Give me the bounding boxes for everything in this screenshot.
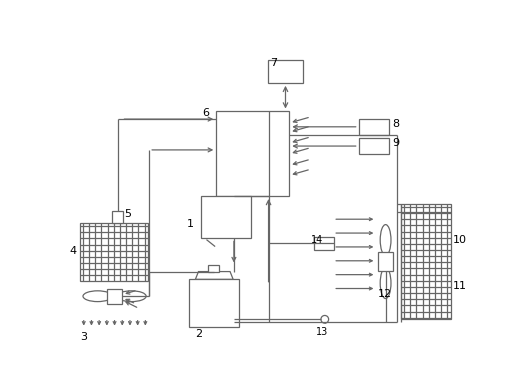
Ellipse shape <box>380 268 391 298</box>
Polygon shape <box>195 272 233 279</box>
Bar <box>358 138 390 154</box>
Bar <box>358 119 390 134</box>
Bar <box>268 60 303 83</box>
Text: 6: 6 <box>203 108 209 118</box>
Text: 11: 11 <box>453 281 467 291</box>
Bar <box>216 111 290 196</box>
Text: 4: 4 <box>69 246 76 256</box>
Bar <box>314 237 334 250</box>
Text: 1: 1 <box>187 219 194 229</box>
Bar <box>112 211 123 223</box>
Text: 8: 8 <box>392 119 399 129</box>
Bar <box>107 288 122 304</box>
Text: 7: 7 <box>270 58 277 68</box>
Text: 14: 14 <box>311 236 323 246</box>
Ellipse shape <box>83 291 112 301</box>
Text: 5: 5 <box>124 209 132 219</box>
Bar <box>378 252 393 271</box>
Text: 2: 2 <box>195 329 203 339</box>
Ellipse shape <box>380 224 391 255</box>
Ellipse shape <box>117 291 146 301</box>
Text: 12: 12 <box>378 288 392 298</box>
Text: 3: 3 <box>80 332 87 342</box>
Bar <box>201 196 251 239</box>
Bar <box>208 265 219 272</box>
Text: 9: 9 <box>392 138 399 148</box>
Circle shape <box>321 316 328 323</box>
Bar <box>189 279 239 327</box>
Text: 10: 10 <box>453 235 467 245</box>
Bar <box>401 204 451 319</box>
Bar <box>80 223 149 281</box>
Text: 13: 13 <box>315 327 328 337</box>
